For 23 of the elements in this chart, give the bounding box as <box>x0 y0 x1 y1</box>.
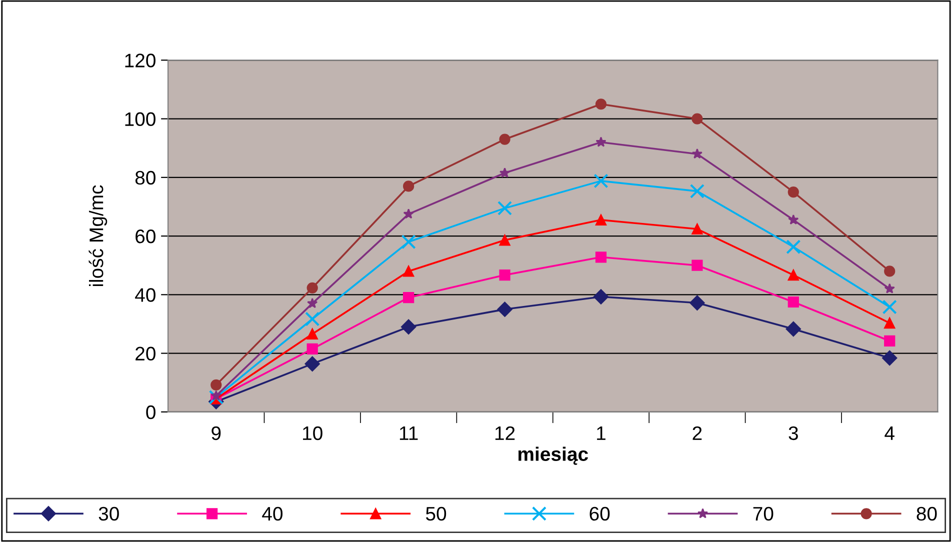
y-tick-label: 60 <box>136 230 156 244</box>
x-tick-label: 2 <box>692 426 702 440</box>
legend-label: 30 <box>98 506 119 521</box>
y-tick-label: 100 <box>125 112 156 126</box>
x-axis-title: miesiąc <box>518 446 588 465</box>
x-tick-label: 9 <box>212 426 221 440</box>
y-tick-label: 20 <box>136 346 156 361</box>
legend-label: 70 <box>753 506 774 521</box>
legend-label: 40 <box>262 506 283 521</box>
legend-label: 50 <box>426 506 446 521</box>
y-axis-title: ilość Mg/mc <box>88 185 108 286</box>
x-tick-label: 4 <box>884 426 894 440</box>
y-tick-label: 0 <box>146 405 156 420</box>
x-tick-label: 11 <box>400 426 418 440</box>
x-tick-label: 10 <box>303 426 322 440</box>
y-tick-label: 120 <box>125 54 156 68</box>
y-tick-label: 40 <box>135 288 156 302</box>
x-tick-label: 3 <box>788 426 798 440</box>
y-tick-label: 80 <box>135 170 156 185</box>
x-tick-label: 12 <box>495 426 515 440</box>
legend-label: 80 <box>916 506 937 521</box>
x-tick-label: 1 <box>597 426 606 440</box>
legend-label: 60 <box>590 506 610 521</box>
